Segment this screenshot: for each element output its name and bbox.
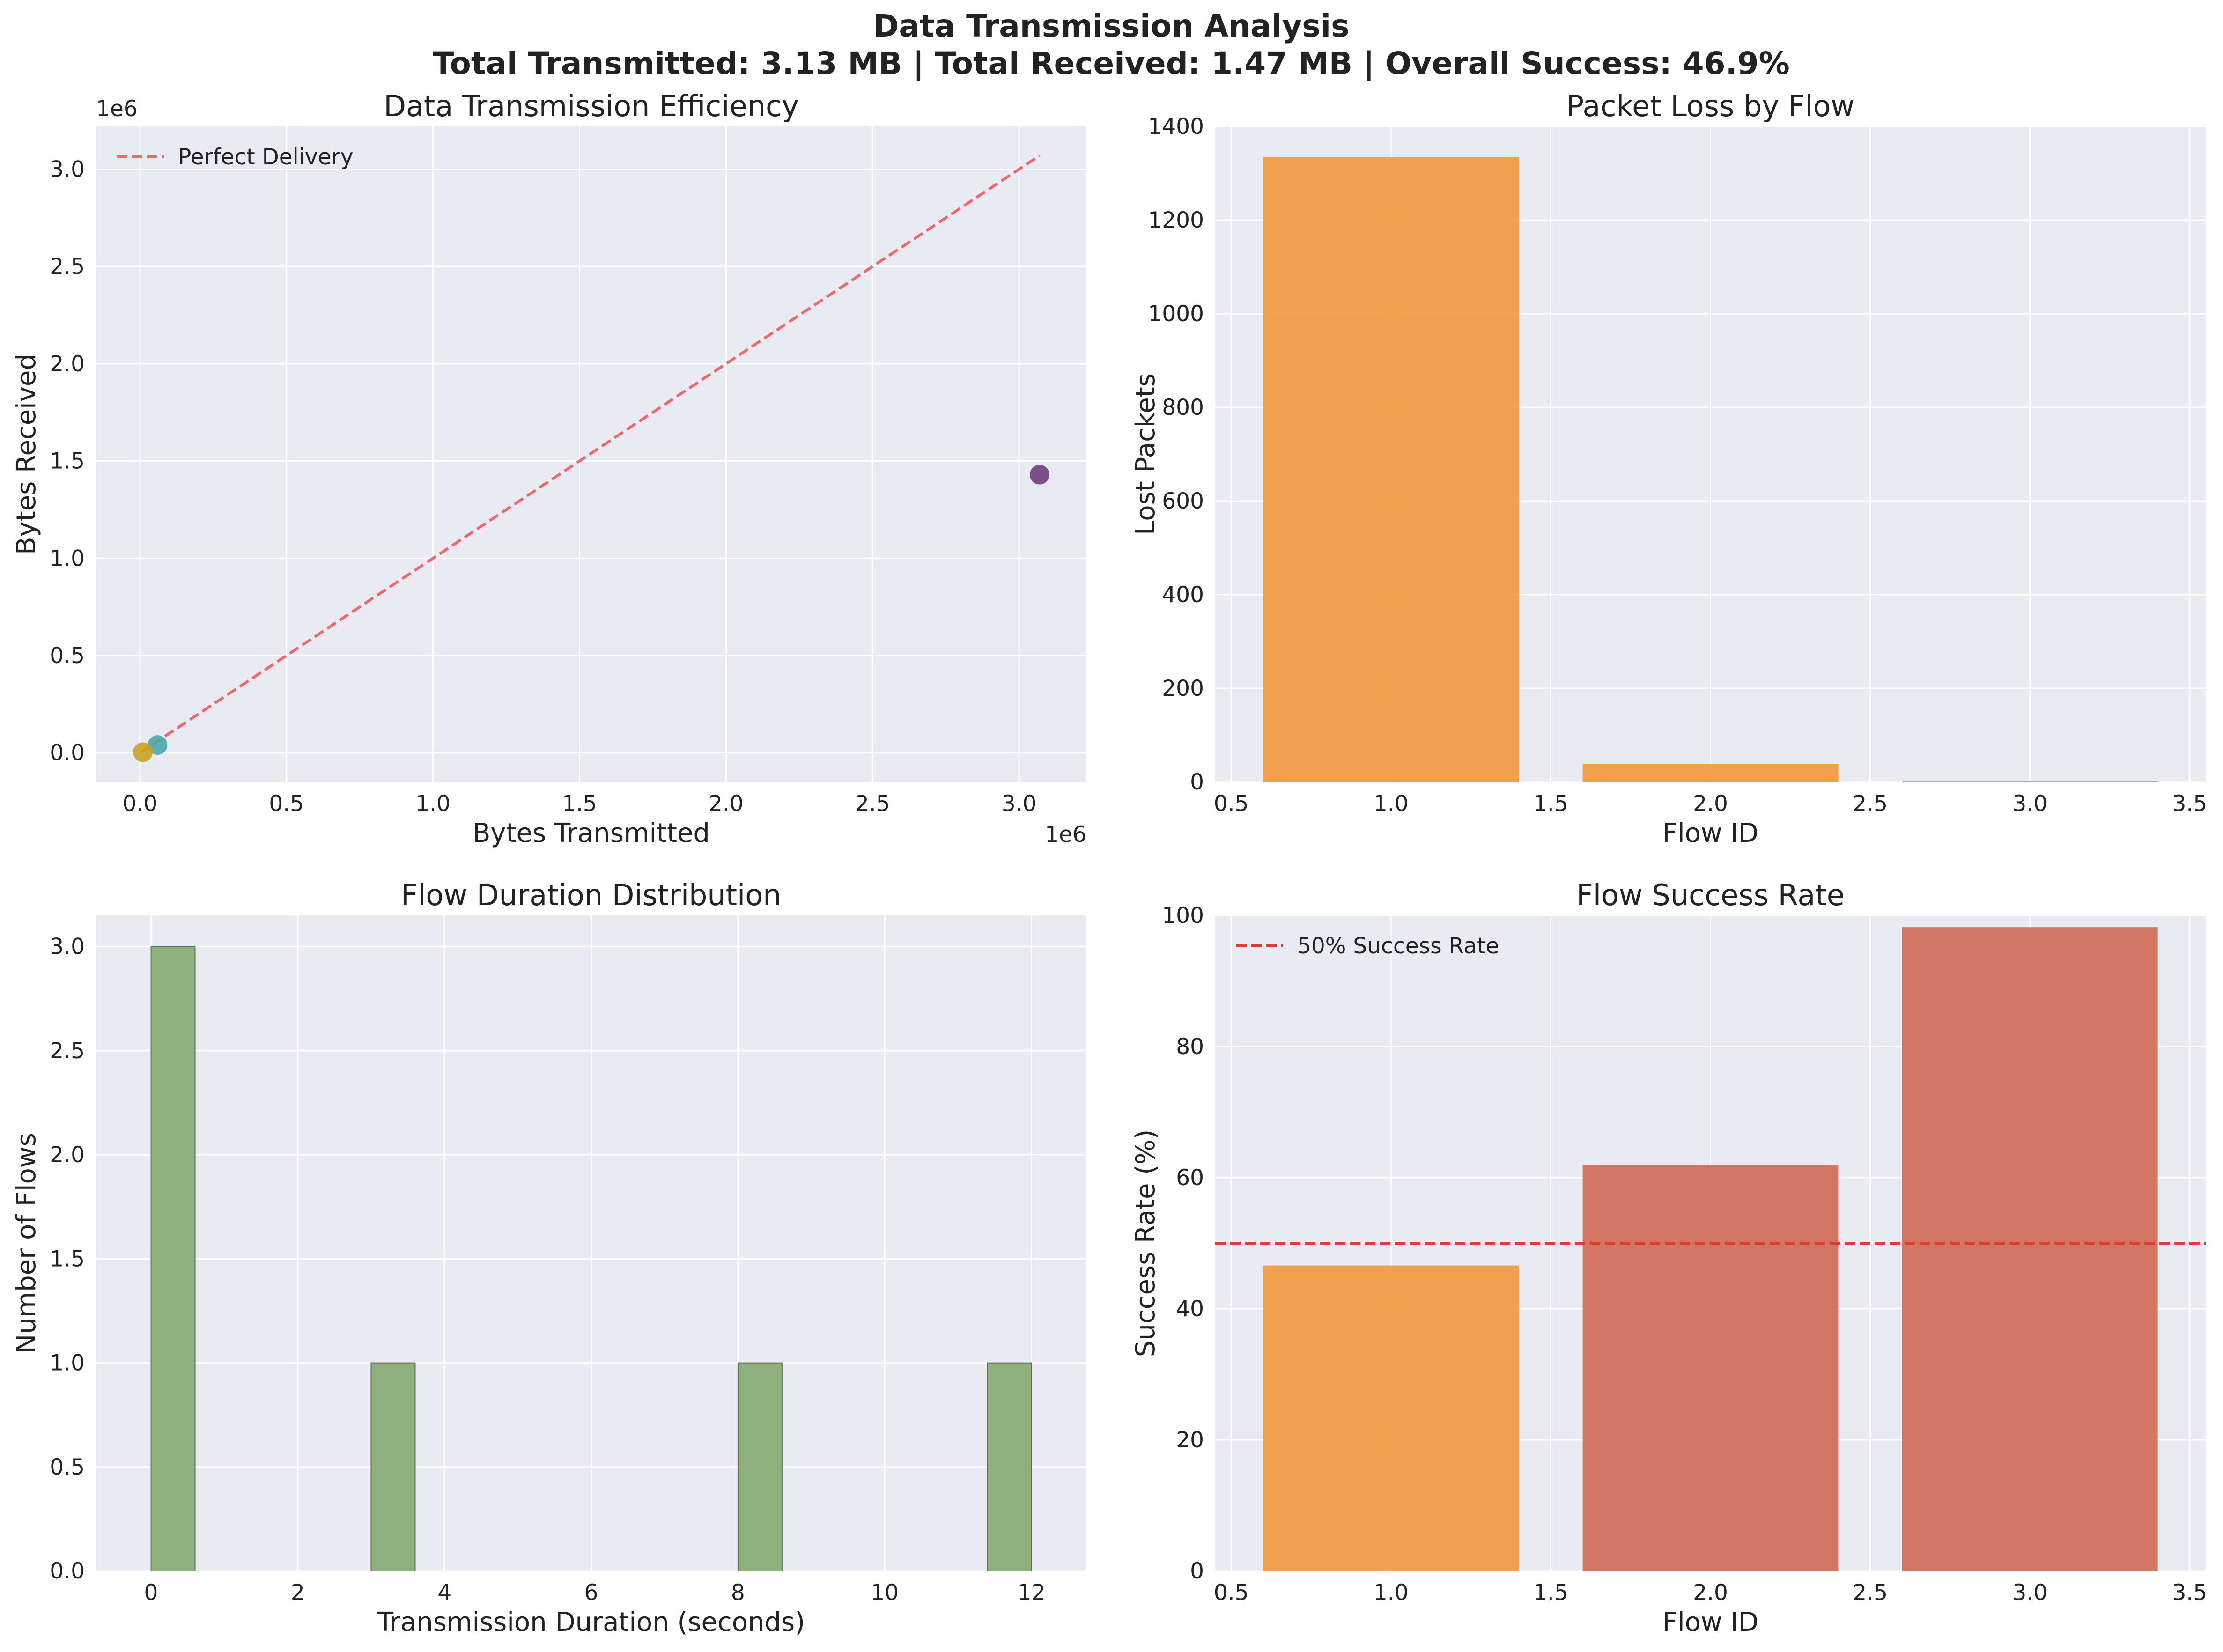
x-tick-label: 3.0 — [2012, 791, 2047, 817]
y-tick-label: 80 — [1176, 1034, 1204, 1060]
x-tick-label: 3.5 — [2172, 791, 2208, 817]
x-tick-label: 2.5 — [855, 791, 890, 817]
y-tick-label: 1.0 — [50, 546, 85, 571]
bar — [1902, 781, 2158, 782]
y-tick-label: 20 — [1176, 1427, 1204, 1453]
y-axis-label: Lost Packets — [1130, 373, 1161, 535]
y-tick-label: 400 — [1162, 582, 1204, 608]
legend-label-perfect-delivery: Perfect Delivery — [178, 144, 354, 170]
x-tick-label: 3.0 — [2012, 1580, 2047, 1606]
x-axis-label: Bytes Transmitted — [473, 818, 710, 848]
y-tick-label: 3.0 — [50, 934, 85, 960]
scatter-point — [148, 735, 168, 755]
x-tick-label: 2 — [291, 1580, 305, 1606]
duration-panel: 0 2 4 6 8 10 12 0.0 0.5 1.0 1.5 2.0 2.5 3.0 Flow Durat… — [11, 878, 1086, 1637]
scatter-point — [1029, 465, 1049, 485]
y-axis-label: Success Rate (%) — [1130, 1129, 1161, 1357]
y-tick-label: 2.5 — [50, 254, 85, 280]
y-tick-label: 3.0 — [50, 156, 85, 182]
suptitle-line1: Data Transmission Analysis — [873, 8, 1350, 44]
y-tick-label: 60 — [1176, 1165, 1204, 1191]
y-axis-label: Bytes Received — [11, 354, 42, 555]
bar — [1582, 764, 1839, 782]
panel-title: Flow Success Rate — [1576, 878, 1845, 912]
y-tick-label: 100 — [1162, 903, 1204, 929]
x-tick-label: 10 — [871, 1580, 899, 1606]
y-tick-label: 1.5 — [50, 449, 85, 474]
y-tick-label: 0.5 — [50, 643, 85, 669]
panel-title: Packet Loss by Flow — [1566, 89, 1855, 123]
x-tick-label: 12 — [1018, 1580, 1046, 1606]
y-axis-label: Number of Flows — [11, 1133, 42, 1354]
panel-title: Data Transmission Efficiency — [384, 89, 799, 123]
y-offset-label: 1e6 — [96, 96, 138, 122]
histogram-bar — [987, 1362, 1032, 1572]
efficiency-panel: 0.0 0.5 1.0 1.5 2.0 2.5 3.0 0.0 0.5 1.0 1.5 2.0 2.5 3… — [11, 89, 1086, 848]
x-tick-label: 0.5 — [1214, 791, 1249, 817]
histogram-bar — [737, 1362, 783, 1572]
panel-title: Flow Duration Distribution — [401, 878, 782, 912]
x-tick-label: 1.5 — [1533, 791, 1568, 817]
x-tick-label: 3.0 — [1002, 791, 1037, 817]
x-tick-label: 4 — [437, 1580, 451, 1606]
x-tick-label: 1.0 — [415, 791, 451, 817]
perfect-delivery-line — [139, 154, 1041, 754]
x-offset-label: 1e6 — [1045, 822, 1086, 848]
suptitle-line2: Total Transmitted: 3.13 MB | Total Recei… — [433, 45, 1789, 82]
y-tick-label: 2.0 — [50, 351, 85, 377]
y-tick-label: 0 — [1190, 1558, 1204, 1584]
y-tick-label: 0.0 — [50, 1558, 85, 1584]
x-tick-label: 3.5 — [2172, 1580, 2208, 1606]
y-tick-label: 40 — [1176, 1296, 1204, 1322]
x-tick-label: 8 — [731, 1580, 745, 1606]
x-tick-label: 0.0 — [122, 791, 157, 817]
y-tick-label: 0 — [1190, 769, 1204, 795]
x-axis-label: Transmission Duration (seconds) — [377, 1607, 805, 1637]
histogram-bar — [150, 946, 196, 1571]
success-rate-panel: 0.5 1.0 1.5 2.0 2.5 3.0 3.5 0 20 40 60 80 100 Flow Su… — [1130, 878, 2207, 1637]
histogram-bar — [370, 1362, 416, 1572]
scatter-point — [133, 742, 153, 762]
x-tick-label: 0.5 — [1214, 1580, 1249, 1606]
y-tick-label: 1200 — [1148, 207, 1204, 233]
x-tick-label: 0 — [144, 1580, 158, 1606]
y-tick-label: 2.0 — [50, 1142, 85, 1168]
x-tick-label: 2.0 — [1693, 1580, 1728, 1606]
y-tick-label: 1400 — [1148, 114, 1204, 140]
x-tick-label: 2.5 — [1853, 791, 1888, 817]
y-tick-label: 600 — [1162, 488, 1204, 514]
y-tick-label: 1000 — [1148, 301, 1204, 327]
x-tick-label: 6 — [584, 1580, 598, 1606]
y-tick-label: 2.5 — [50, 1038, 85, 1064]
bar — [1582, 1165, 1839, 1571]
legend-label-threshold: 50% Success Rate — [1297, 933, 1499, 959]
x-tick-label: 2.5 — [1853, 1580, 1888, 1606]
y-tick-label: 0.0 — [50, 740, 85, 766]
bar — [1902, 927, 2158, 1571]
x-axis-label: Flow ID — [1662, 1607, 1758, 1637]
y-tick-label: 1.5 — [50, 1246, 85, 1272]
x-tick-label: 2.0 — [1693, 791, 1728, 817]
x-tick-label: 1.5 — [562, 791, 597, 817]
x-tick-label: 0.5 — [269, 791, 304, 817]
y-tick-label: 800 — [1162, 395, 1204, 420]
packet-loss-panel: 0.5 1.0 1.5 2.0 2.5 3.0 3.5 0 200 400 600 800 1000 12… — [1130, 89, 2207, 848]
x-tick-label: 2.0 — [709, 791, 744, 817]
y-tick-label: 0.5 — [50, 1454, 85, 1480]
bar — [1263, 1265, 1519, 1571]
x-axis-label: Flow ID — [1662, 818, 1758, 848]
x-tick-label: 1.0 — [1374, 791, 1409, 817]
y-tick-label: 200 — [1162, 676, 1204, 701]
bar — [1263, 157, 1519, 782]
x-tick-label: 1.5 — [1533, 1580, 1568, 1606]
x-tick-label: 1.0 — [1374, 1580, 1409, 1606]
y-tick-label: 1.0 — [50, 1350, 85, 1376]
